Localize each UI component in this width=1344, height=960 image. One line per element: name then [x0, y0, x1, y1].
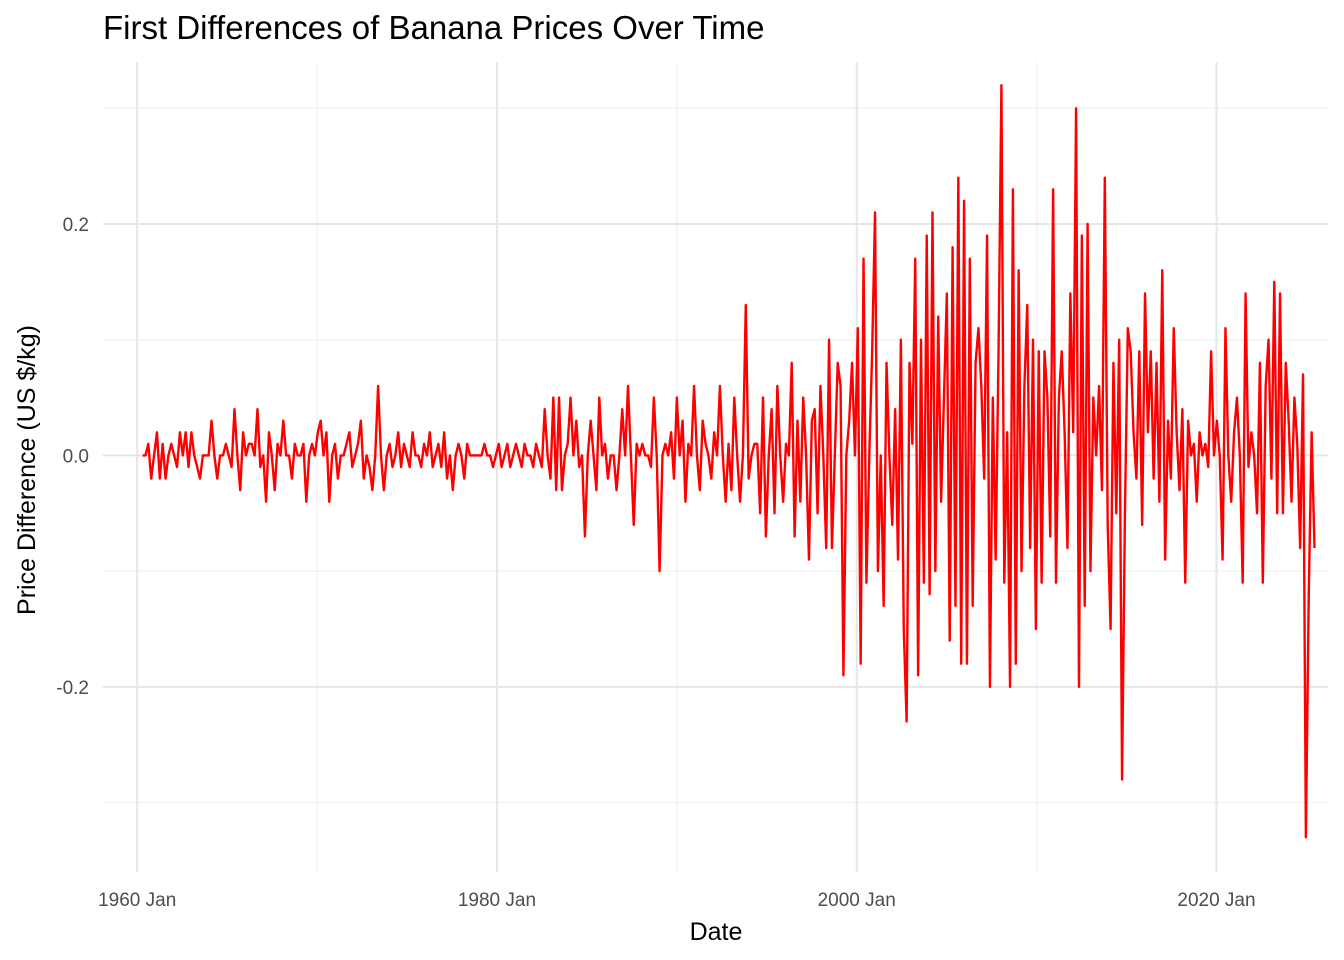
x-tick-label: 2000 Jan: [818, 890, 896, 911]
y-axis-title: Price Difference (US $/kg): [13, 325, 41, 615]
y-tick-label: 0.0: [63, 446, 89, 467]
x-tick-label: 1980 Jan: [458, 890, 536, 911]
series-line: [142, 83, 1316, 839]
chart-title: First Differences of Banana Prices Over …: [103, 9, 764, 46]
series-group: [142, 83, 1316, 839]
y-axis-tick-labels: -0.2 0.0 0.2: [56, 215, 89, 699]
y-tick-label: -0.2: [56, 678, 89, 699]
y-tick-label: 0.2: [63, 215, 89, 236]
x-tick-label: 1960 Jan: [98, 890, 176, 911]
x-axis-title: Date: [690, 918, 743, 946]
x-tick-label: 2020 Jan: [1177, 890, 1255, 911]
x-axis-tick-labels: 1960 Jan 1980 Jan 2000 Jan 2020 Jan: [98, 890, 1255, 911]
grid: [103, 62, 1328, 872]
